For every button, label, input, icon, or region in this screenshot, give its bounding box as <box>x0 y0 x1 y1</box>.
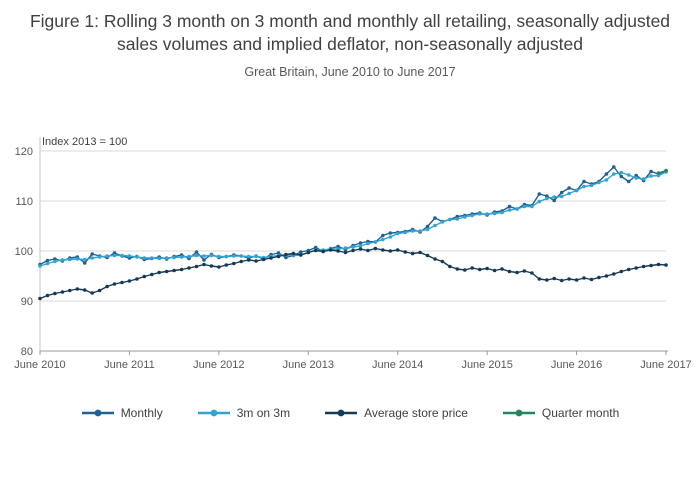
svg-text:90: 90 <box>21 296 33 308</box>
svg-text:June 2011: June 2011 <box>104 359 155 371</box>
legend-label-3m-on-3m: 3m on 3m <box>236 406 291 420</box>
figure-subtitle: Great Britain, June 2010 to June 2017 <box>244 65 456 80</box>
svg-text:June 2015: June 2015 <box>461 359 512 371</box>
legend-label-average-store-price: Average store price <box>364 406 468 420</box>
svg-text:June 2010: June 2010 <box>14 359 65 371</box>
svg-text:Index 2013 = 100: Index 2013 = 100 <box>42 136 127 148</box>
chart-legend: Monthly 3m on 3m Average store price Qua… <box>0 406 700 420</box>
svg-text:June 2012: June 2012 <box>193 359 244 371</box>
svg-text:80: 80 <box>21 346 33 358</box>
svg-text:June 2013: June 2013 <box>283 359 334 371</box>
legend-item-average-store-price[interactable]: Average store price <box>324 406 468 420</box>
svg-text:June 2014: June 2014 <box>372 359 423 371</box>
monthly-line-marker-icon <box>81 409 114 417</box>
legend-item-3m-on-3m[interactable]: 3m on 3m <box>197 406 290 420</box>
3m-on-3m-line-marker-icon <box>197 409 230 417</box>
legend-item-monthly[interactable]: Monthly <box>81 406 163 420</box>
average-store-price-line-marker-icon <box>325 409 358 417</box>
legend-label-monthly: Monthly <box>120 406 163 420</box>
svg-text:110: 110 <box>15 196 33 208</box>
legend-label-quarter-month: Quarter month <box>541 406 620 420</box>
svg-text:120: 120 <box>15 146 33 158</box>
svg-text:100: 100 <box>15 246 33 258</box>
legend-item-quarter-month[interactable]: Quarter month <box>502 406 619 420</box>
svg-text:June 2017: June 2017 <box>640 359 691 371</box>
chart-svg[interactable]: 80 90 100 110 120 Index 2013 = 100 June 2010 Ju… <box>0 118 700 390</box>
svg-text:June 2016: June 2016 <box>551 359 602 371</box>
quarter-month-line-marker-icon <box>502 409 535 417</box>
figure-title: Figure 1: Rolling 3 month on 3 month and… <box>29 11 671 55</box>
